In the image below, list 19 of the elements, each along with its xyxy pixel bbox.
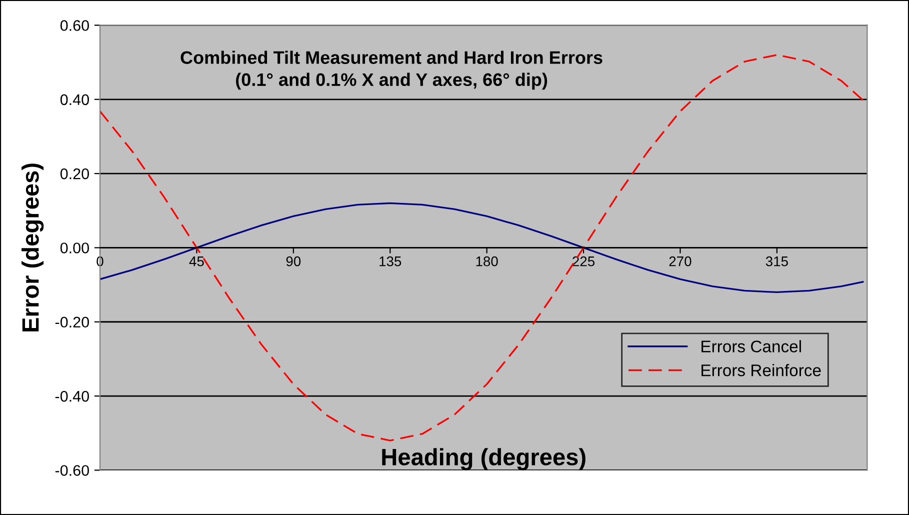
- y-tick-label: 0.60: [60, 20, 89, 31]
- y-tick-label: -0.40: [55, 390, 89, 402]
- y-tick-label: 0.40: [60, 94, 89, 106]
- x-tick-label: 135: [380, 256, 402, 266]
- y-tick-label: 0.00: [60, 242, 89, 254]
- y-tick-label: 0.20: [60, 168, 89, 180]
- x-tick-label: 90: [286, 256, 301, 266]
- x-tick-label: 225: [572, 256, 595, 266]
- x-tick-label: 45: [189, 256, 204, 266]
- x-tick-label: 315: [766, 256, 788, 266]
- x-tick-label: 270: [669, 256, 692, 266]
- y-tick-label: -0.20: [55, 316, 89, 328]
- x-axis-title: Heading (degrees): [382, 448, 586, 470]
- y-tick-label: -0.60: [55, 465, 89, 476]
- legend-label: Errors Cancel: [702, 340, 801, 352]
- legend-label: Errors Reinforce: [702, 364, 821, 376]
- x-tick-label: 180: [476, 256, 498, 266]
- y-axis-title: Error (degrees): [22, 164, 44, 332]
- text: Combined Tilt Measurement and Hard Iron Errors (0.1° and 0.1% X and Y axes, 66° dip): [180, 50, 602, 90]
